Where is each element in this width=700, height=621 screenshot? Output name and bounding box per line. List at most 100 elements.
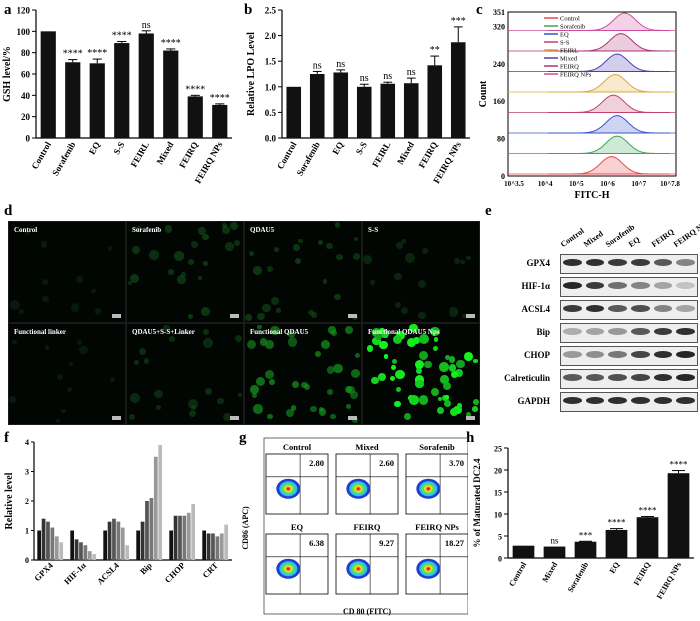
scale-bar	[466, 416, 475, 420]
panel-label-d: d	[4, 203, 13, 219]
fluorescent-cell	[230, 222, 239, 231]
fluorescent-cell	[71, 303, 80, 312]
y-tick-label: 0	[501, 172, 505, 181]
fluorescent-cell	[274, 247, 279, 252]
y-tick-label: 1.5	[265, 57, 277, 67]
bar	[158, 444, 163, 560]
fluorescent-cell	[409, 324, 418, 333]
bar	[356, 86, 372, 138]
fluorescent-cell	[135, 225, 143, 232]
fluorescent-cell	[417, 279, 426, 288]
significance-label: ns	[383, 71, 392, 82]
fluorescent-cell	[322, 278, 328, 284]
fluorescent-cell	[203, 260, 208, 266]
fluorescent-cell	[198, 276, 203, 281]
fluorescent-cell	[418, 395, 429, 406]
density-contour	[357, 567, 360, 570]
fluorescent-cell	[409, 395, 419, 405]
panel-label-g: g	[239, 430, 247, 446]
category-label: Control	[29, 140, 53, 171]
bar	[427, 65, 443, 138]
legend-label: S-S	[560, 40, 570, 47]
fluorescent-cell	[267, 413, 273, 420]
bar	[219, 533, 224, 560]
category-label: FEIRQ	[177, 140, 200, 170]
panel-label-b: b	[244, 2, 253, 18]
fluorescent-cell	[463, 351, 473, 361]
fluorescent-cell	[222, 413, 231, 422]
category-label: Sorafenib	[50, 140, 77, 177]
fluorescent-cell	[371, 376, 379, 384]
fluorescent-cell	[389, 375, 396, 381]
fluorescent-cell	[393, 335, 403, 345]
fluorescent-cell	[303, 384, 311, 391]
y-axis-label: Relative level	[4, 472, 15, 529]
fluorescent-cell	[203, 338, 213, 348]
fluorescent-cell	[129, 393, 140, 403]
fluorescent-cell	[432, 345, 439, 352]
blot-strip	[560, 323, 698, 343]
significance-label: ns	[360, 73, 369, 84]
blot-lane-label: EQ	[626, 234, 642, 249]
fluorescent-cell	[401, 307, 409, 315]
fluorescent-cell	[188, 259, 195, 266]
bar	[70, 530, 75, 560]
bar	[202, 530, 207, 560]
blot-band	[585, 259, 605, 266]
y-tick-label: 0.5	[265, 108, 277, 118]
microscopy-tile-label: S-S	[368, 226, 379, 234]
y-tick-label: 160	[493, 97, 505, 106]
bar	[574, 541, 597, 558]
y-tick-label: 15	[494, 489, 502, 498]
fluorescent-cell	[235, 334, 243, 342]
bar	[120, 527, 125, 560]
fluorescent-cell	[264, 369, 274, 379]
fluorescent-cell	[318, 239, 324, 245]
fluorescent-cell	[354, 352, 361, 359]
fluorescent-cell	[253, 404, 263, 414]
y-tick-label: 20	[494, 467, 502, 476]
fluorescent-cell	[430, 387, 440, 397]
fluorescent-cell	[91, 288, 97, 294]
x-tick-label: 10^4	[538, 180, 553, 188]
fluorescent-cell	[395, 387, 401, 393]
blot-band	[676, 305, 695, 312]
microscopy-tile: QDAU5+S-S+Linker	[126, 323, 244, 425]
y-axis-label: CD86 (APC)	[241, 506, 250, 550]
significance-label: ****	[608, 518, 627, 528]
scale-bar	[466, 314, 475, 318]
microscopy-tile: Functional QDAU5	[244, 323, 362, 425]
fluorescent-cell	[12, 339, 17, 345]
category-label: Mixed	[395, 140, 416, 166]
bar	[450, 42, 466, 139]
bar	[59, 542, 64, 560]
blot-band	[563, 397, 582, 404]
blot-band	[585, 328, 605, 335]
fluorescent-cell	[224, 242, 234, 252]
blot-band	[608, 328, 627, 335]
fluorescent-cell	[292, 244, 300, 252]
blot-band	[563, 259, 582, 266]
fluorescent-cell	[262, 303, 271, 313]
category-label: Mixed	[155, 140, 176, 166]
density-contour	[427, 567, 430, 570]
bar	[116, 521, 121, 560]
blot-band	[608, 305, 627, 312]
y-tick-label: 120	[17, 6, 31, 16]
bar	[114, 43, 130, 138]
category-label: CRT	[200, 560, 220, 580]
fluorescent-cell	[269, 379, 275, 386]
blot-band	[563, 351, 582, 358]
blot-lane-label: FEIRQ NPs	[672, 218, 700, 249]
y-tick-label: 320	[493, 22, 505, 31]
fluorescent-cell	[379, 340, 388, 350]
fluorescent-cell	[156, 404, 162, 410]
significance-label: ****	[87, 48, 107, 59]
microscopy-tile: Functional linker	[8, 323, 126, 425]
microscopy-tile: S-S	[362, 221, 480, 323]
bar	[636, 517, 659, 558]
microscopy-tile-label: Sorafenib	[132, 226, 162, 234]
fluorescent-cell	[379, 327, 385, 334]
legend-label: EQ	[560, 32, 569, 39]
blot-strip	[560, 346, 698, 366]
